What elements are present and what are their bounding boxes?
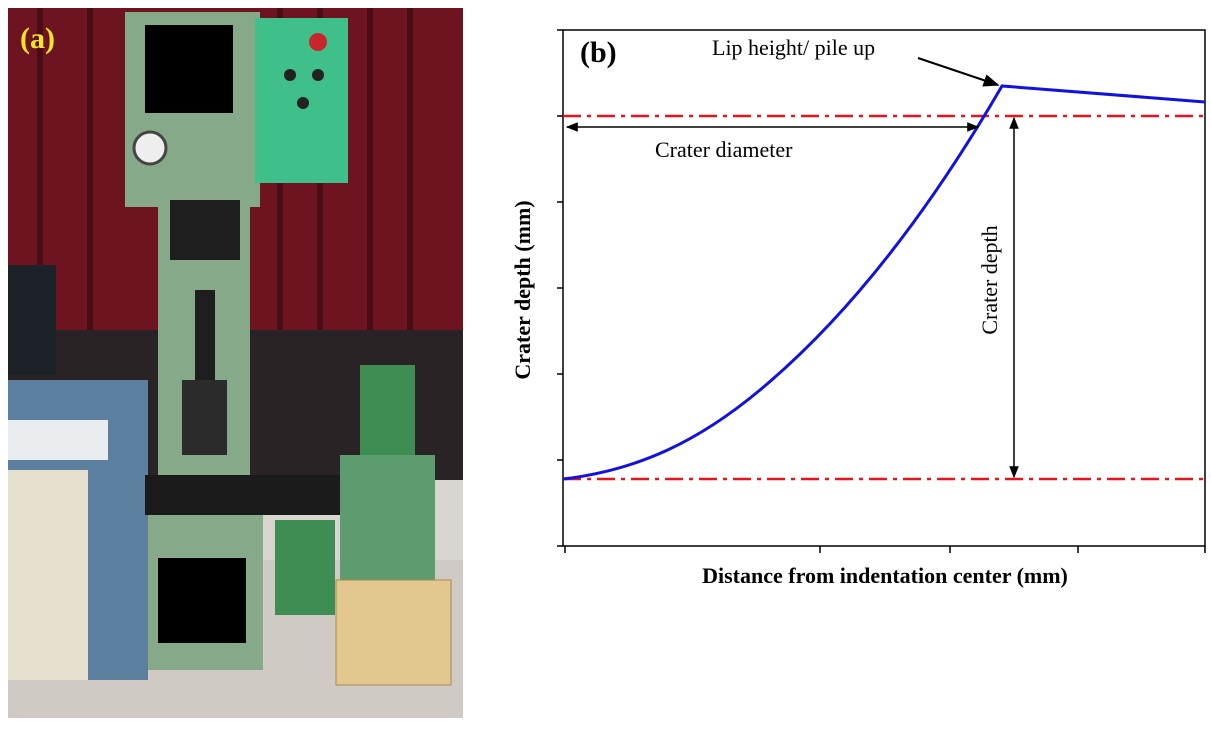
stop-button <box>309 33 327 51</box>
x-axis-label: Distance from indentation center (mm) <box>702 563 1068 588</box>
papers <box>8 420 108 460</box>
container <box>8 470 88 680</box>
pump-stand <box>340 455 435 580</box>
y-axis-label: Crater depth (mm) <box>510 200 535 379</box>
crater-profile <box>562 84 1206 481</box>
lip-arrow <box>917 57 1000 87</box>
schematic: (b) Lip height/ pile up Crater diameter … <box>510 29 1206 588</box>
screw <box>195 290 215 380</box>
photo: (a) <box>8 8 463 718</box>
lower-motor <box>275 520 335 615</box>
annotation: Crater diameter <box>655 137 793 162</box>
screen <box>145 25 233 113</box>
gauge <box>132 130 168 166</box>
annotation: Lip height/ pile up <box>712 35 875 60</box>
indenter-holder <box>170 200 240 260</box>
bellows <box>182 380 227 455</box>
annotation: Crater depth <box>977 225 1002 334</box>
monitor <box>8 265 56 375</box>
ticks <box>557 29 1206 553</box>
base-screen <box>158 558 246 643</box>
panel-label: (b) <box>580 36 617 69</box>
motor <box>360 365 415 455</box>
base-plate <box>145 475 350 515</box>
wooden-box <box>335 579 452 686</box>
axes-frame <box>562 29 1206 547</box>
panel-label: (a) <box>20 22 55 55</box>
